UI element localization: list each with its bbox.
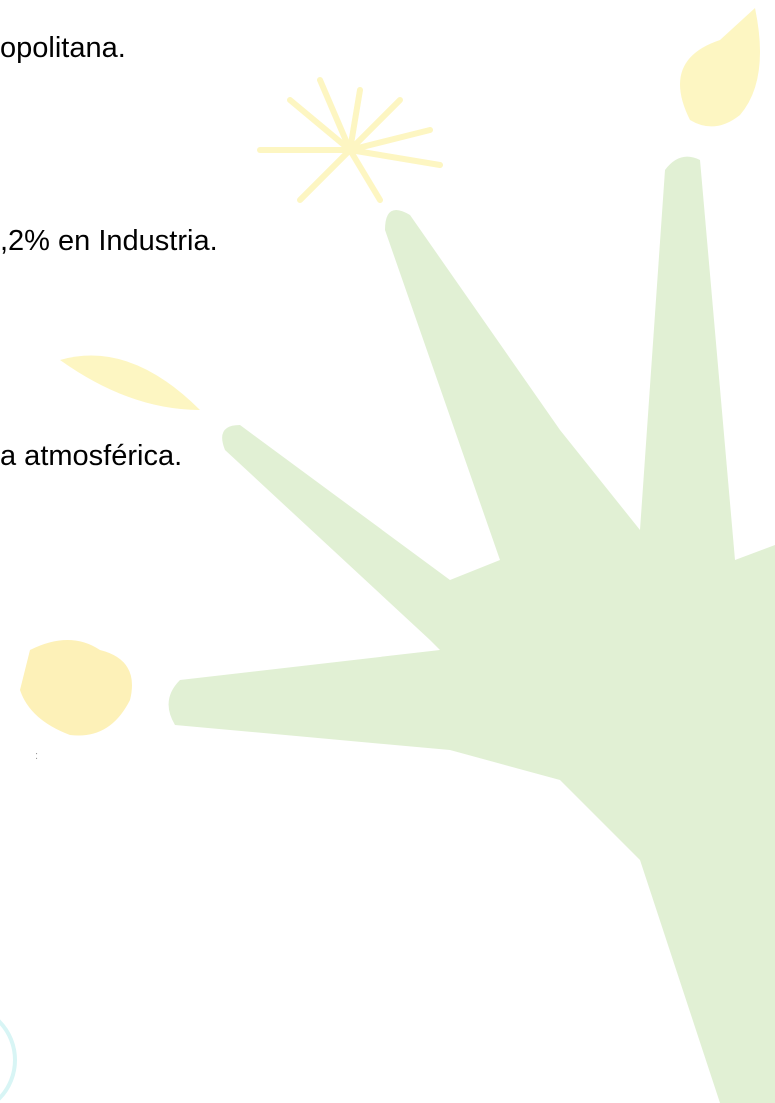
sun-rays bbox=[260, 80, 440, 200]
slide: opolitana. ,2% en Industria. a atmosféri… bbox=[0, 0, 775, 1103]
circle bbox=[0, 1005, 15, 1103]
oak-leaf bbox=[20, 640, 132, 736]
leaf bbox=[680, 8, 760, 126]
text-line: a atmosférica. bbox=[0, 440, 182, 473]
text-line: opolitana. bbox=[0, 32, 126, 65]
leaf bbox=[60, 356, 200, 410]
hand bbox=[169, 157, 775, 1103]
text-line: ,2% en Industria. bbox=[0, 225, 218, 258]
mark: : bbox=[35, 750, 38, 762]
decoration bbox=[0, 0, 775, 1103]
